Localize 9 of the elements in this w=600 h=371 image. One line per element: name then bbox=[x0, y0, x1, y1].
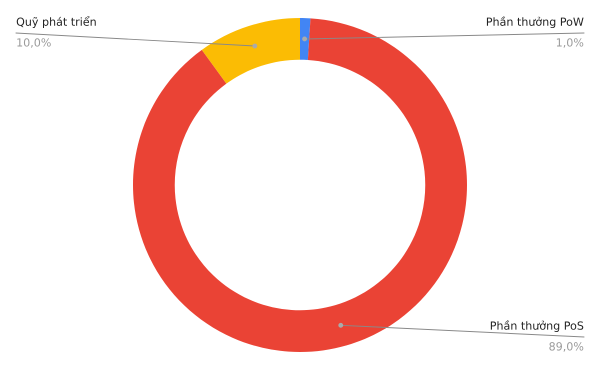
donut-slice bbox=[300, 18, 310, 60]
slice-label: Phần thưởng PoS bbox=[490, 320, 584, 332]
data-label: 89,0% bbox=[549, 342, 584, 352]
slice-label: Phần thưởng PoW bbox=[486, 16, 584, 28]
data-label: 10,0% bbox=[17, 38, 51, 48]
donut-slice bbox=[133, 18, 467, 352]
data-label: 1,0% bbox=[556, 38, 584, 48]
donut-slice bbox=[202, 18, 300, 84]
slice-label: Quỹ phát triển bbox=[16, 16, 96, 28]
